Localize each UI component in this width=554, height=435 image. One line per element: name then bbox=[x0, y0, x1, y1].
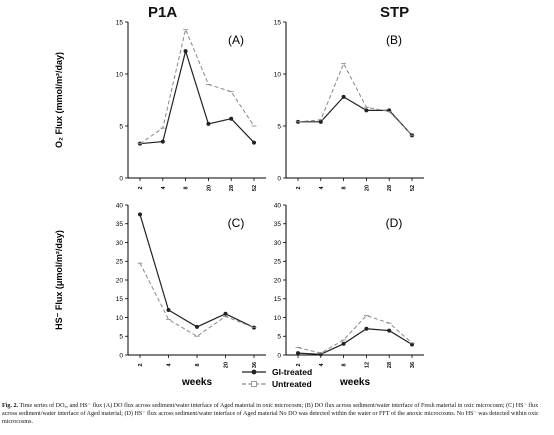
panel-c-ytick-label: 5 bbox=[119, 334, 123, 341]
panel-d-ytick-label: 30 bbox=[274, 240, 282, 247]
panel-b-ytick-label: 10 bbox=[274, 71, 282, 78]
panel-a-point-gi-treated bbox=[229, 116, 234, 121]
panel-d-xtick-label: 36 bbox=[410, 362, 416, 368]
panel-c-series-untreated bbox=[139, 262, 255, 337]
panel-a-point-gi-treated bbox=[206, 121, 211, 126]
panel-b-xtick-label: 4 bbox=[319, 186, 325, 190]
panel-a-point-gi-treated bbox=[160, 139, 165, 144]
panel-c-ytick-label: 25 bbox=[116, 259, 124, 266]
panel-c-label: (C) bbox=[228, 216, 245, 230]
panel-c-ytick-label: 10 bbox=[116, 315, 124, 322]
panel-b-series-untreated bbox=[297, 62, 413, 136]
panel-a-point-gi-treated bbox=[183, 49, 188, 54]
column-title-p1a: P1A bbox=[148, 4, 178, 21]
panel-a-xtick-label: 28 bbox=[229, 185, 235, 191]
panel-c-xtick-label: 36 bbox=[252, 362, 258, 368]
panel-a-ytick-label: 5 bbox=[119, 123, 123, 130]
panel-b-series-gi-treated bbox=[298, 96, 413, 136]
panel-b-xtick-label: 20 bbox=[364, 185, 370, 191]
panel-b-xtick-label: 8 bbox=[342, 186, 348, 189]
panel-a-point-gi-treated bbox=[252, 140, 256, 145]
legend-label: Untreated bbox=[272, 379, 312, 389]
panel-d-point-gi-treated bbox=[364, 326, 369, 331]
panel-b-ytick-label: 5 bbox=[277, 123, 281, 130]
panel-d-point-gi-treated bbox=[296, 351, 300, 356]
panel-a-xtick-label: 2 bbox=[138, 186, 144, 189]
panel-d-xtick-label: 12 bbox=[364, 362, 370, 368]
panel-d-series-gi-treated bbox=[297, 328, 413, 355]
panel-d-label: (D) bbox=[386, 216, 403, 230]
panel-a-xtick-label: 52 bbox=[252, 185, 258, 191]
panel-c-ytick-label: 0 bbox=[119, 352, 123, 359]
figure-caption: Fig. 2. Time series of DOₓₓ and HS⁻ flux… bbox=[2, 402, 550, 426]
panel-a-xtick-label: 8 bbox=[184, 186, 190, 189]
column-title-stp: STP bbox=[380, 4, 410, 21]
panel-d-ytick-label: 15 bbox=[274, 296, 282, 303]
panel-c-xtick-label: 4 bbox=[167, 363, 173, 367]
panel-c-series-gi-treated bbox=[139, 214, 255, 329]
panel-c-point-gi-treated bbox=[166, 308, 171, 312]
panel-c-ytick-label: 35 bbox=[116, 221, 124, 228]
panel-c-xlabel: weeks bbox=[181, 377, 212, 388]
panel-c-ylabel: HS⁻ Flux (μmol/m²/day) bbox=[54, 230, 64, 330]
caption-text: Time series of DOₓₓ and HS⁻ flux (A) DO … bbox=[2, 403, 539, 425]
panel-a-series-untreated bbox=[139, 27, 255, 145]
panel-c-point-gi-treated bbox=[195, 324, 199, 329]
panel-c-ytick-label: 40 bbox=[116, 202, 124, 209]
panel-d-ytick-label: 25 bbox=[274, 259, 282, 266]
panel-c-xtick-label: 20 bbox=[224, 362, 230, 368]
panel-a-ytick-label: 15 bbox=[116, 19, 124, 26]
panel-d-xtick-label: 28 bbox=[387, 362, 393, 368]
panel-a-ytick-label: 0 bbox=[119, 175, 123, 182]
panel-d-series-untreated bbox=[297, 315, 413, 354]
panel-c-ytick-label: 30 bbox=[116, 240, 124, 247]
panel-d-point-gi-treated bbox=[341, 341, 346, 346]
panel-b-ytick-label: 15 bbox=[274, 19, 282, 26]
legend-marker bbox=[251, 369, 257, 375]
panel-a-xtick-label: 20 bbox=[206, 185, 212, 191]
panel-d-ytick-label: 40 bbox=[274, 202, 282, 209]
panel-b-label: (B) bbox=[386, 33, 402, 47]
panel-d-ytick-label: 0 bbox=[277, 352, 281, 359]
panel-b-point-gi-treated bbox=[341, 94, 346, 99]
panel-a-label: (A) bbox=[228, 33, 244, 47]
panel-c-point-gi-treated bbox=[138, 212, 142, 217]
panel-a-ytick-label: 10 bbox=[116, 71, 124, 78]
panel-c-xtick-label: 8 bbox=[195, 363, 201, 366]
panel-d-ytick-label: 20 bbox=[274, 277, 282, 284]
panel-b-xtick-label: 52 bbox=[410, 185, 416, 191]
panel-c-point-gi-treated bbox=[223, 311, 228, 316]
panel-b-xtick-label: 28 bbox=[387, 185, 393, 191]
panel-d-xtick-label: 8 bbox=[342, 363, 348, 366]
panel-b-point-gi-treated bbox=[364, 108, 369, 113]
panel-d-ytick-label: 10 bbox=[274, 315, 282, 322]
panel-b-xtick-label: 2 bbox=[296, 186, 302, 189]
panel-d-point-gi-treated bbox=[410, 342, 414, 347]
panel-b-ytick-label: 0 bbox=[277, 175, 281, 182]
panel-c-ytick-label: 15 bbox=[116, 296, 124, 303]
panel-d-xlabel: weeks bbox=[339, 377, 370, 388]
legend-label: GI-treated bbox=[272, 367, 312, 377]
panel-b-point-gi-treated bbox=[318, 119, 323, 124]
panel-d-xtick-label: 2 bbox=[296, 363, 302, 366]
panel-d-ytick-label: 35 bbox=[274, 221, 282, 228]
panel-d-ytick-label: 5 bbox=[277, 334, 281, 341]
panel-d-point-gi-treated bbox=[387, 328, 392, 333]
panel-a-series-gi-treated bbox=[139, 48, 255, 145]
panel-d-xtick-label: 4 bbox=[319, 363, 325, 367]
caption-label: Fig. 2. bbox=[2, 403, 19, 409]
panel-a-ylabel: O₂ Flux (mmol/m²/day) bbox=[54, 52, 64, 148]
panel-c-ytick-label: 20 bbox=[116, 277, 124, 284]
panel-a-xtick-label: 4 bbox=[161, 186, 167, 190]
panel-c-xtick-label: 2 bbox=[138, 363, 144, 366]
legend-marker bbox=[251, 381, 257, 387]
